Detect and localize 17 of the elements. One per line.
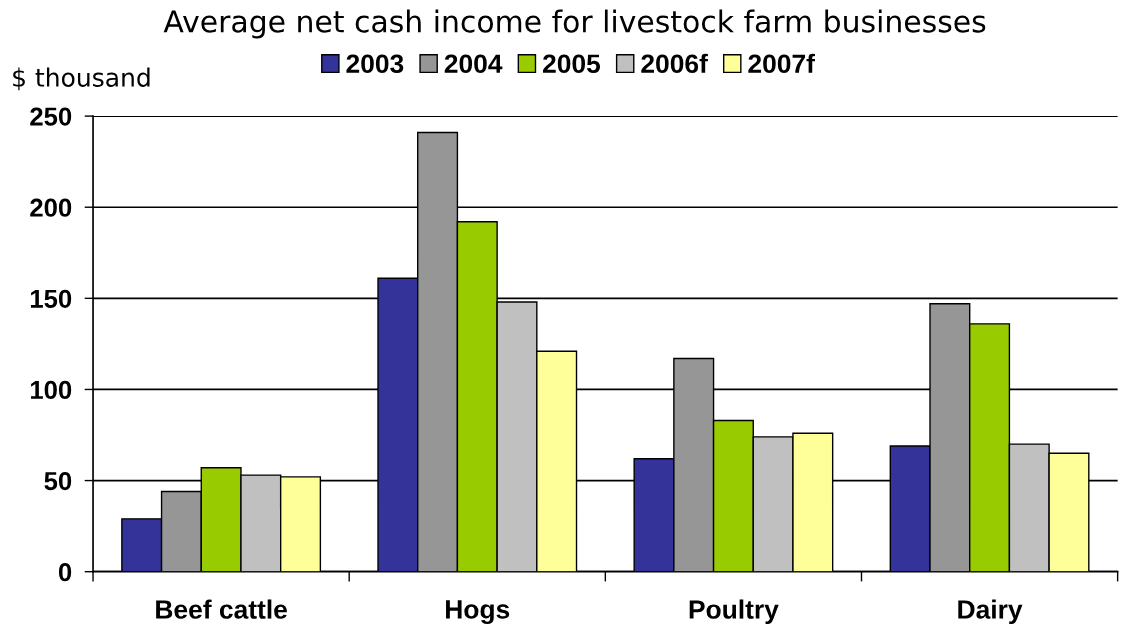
y-tick-label: 50 [44,471,72,491]
chart-title: Average net cash income for livestock farm businesses [163,9,986,39]
y-axis-title: $ thousand [13,67,150,91]
legend-label: 2003 [346,54,404,74]
legend-label: 2007f [748,53,815,74]
x-tick-label: Poultry [689,599,779,625]
y-tick-label: 150 [30,289,72,308]
legend-label: 2005 [543,54,601,74]
y-tick-label: 100 [30,380,72,400]
x-tick-label: Beef cattle [156,599,287,619]
x-tick-label: Hogs [446,600,510,625]
y-tick-label: 0 [58,563,72,582]
y-tick-label: 250 [30,107,72,126]
x-tick-label: Dairy [958,599,1023,625]
legend-label: 2006f [641,53,708,74]
legend-label: 2004 [444,54,503,74]
y-tick-label: 200 [30,198,72,217]
